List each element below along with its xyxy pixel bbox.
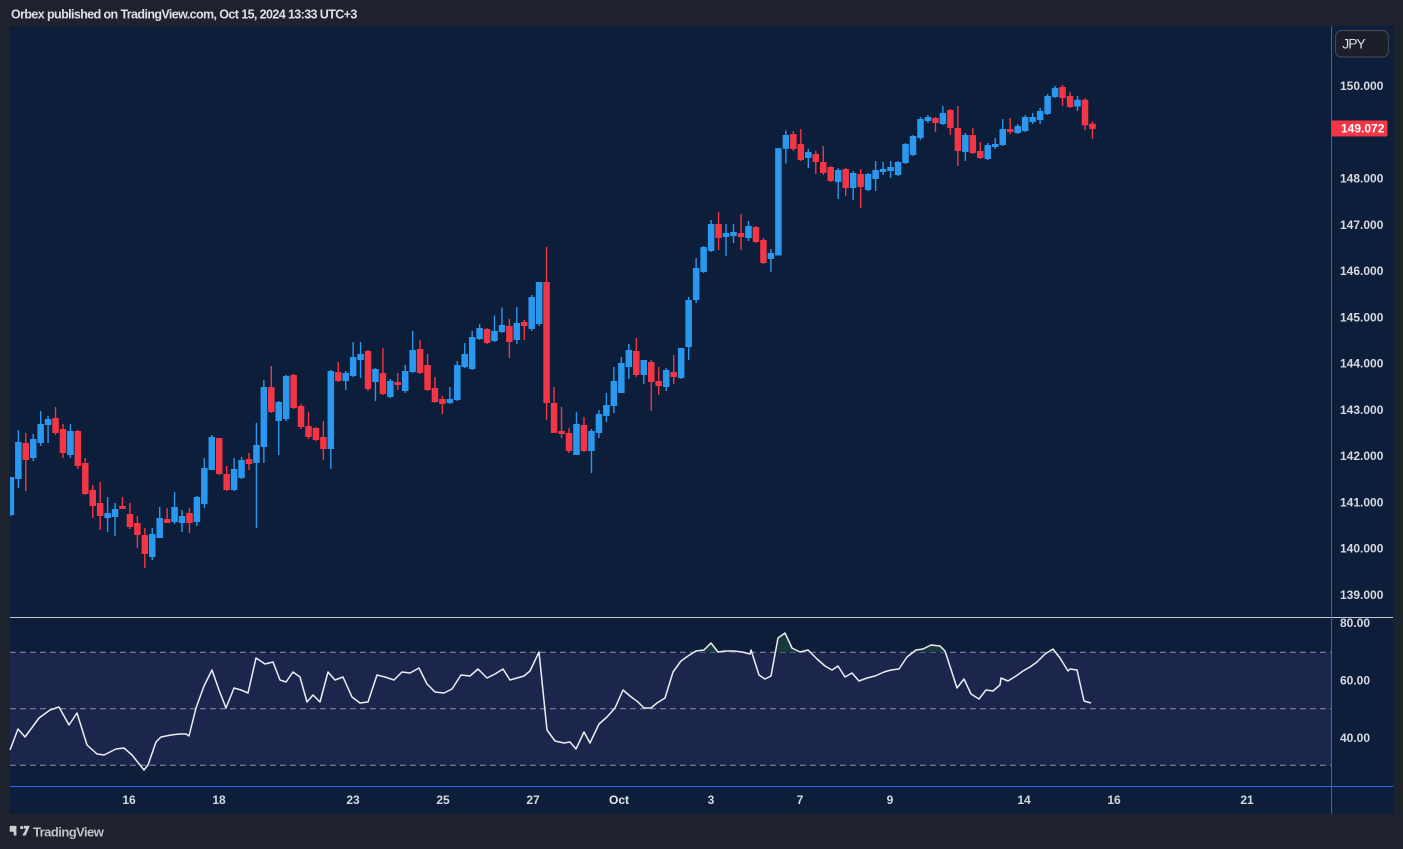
svg-text:80.00: 80.00 (1340, 616, 1370, 630)
svg-text:150.000: 150.000 (1340, 79, 1384, 93)
svg-text:23: 23 (346, 793, 360, 807)
svg-text:16: 16 (1107, 793, 1121, 807)
svg-text:142.000: 142.000 (1340, 449, 1384, 463)
svg-text:9: 9 (887, 793, 894, 807)
svg-text:40.00: 40.00 (1340, 731, 1370, 745)
svg-text:3: 3 (708, 793, 715, 807)
svg-text:Orbex published on TradingView: Orbex published on TradingView.com, Oct … (11, 8, 357, 22)
svg-text:148.000: 148.000 (1340, 172, 1384, 186)
svg-text:21: 21 (1240, 793, 1254, 807)
svg-text:145.000: 145.000 (1340, 310, 1384, 324)
svg-text:139.000: 139.000 (1340, 588, 1384, 602)
svg-text:149.072: 149.072 (1341, 122, 1385, 136)
svg-text:JPY: JPY (1342, 36, 1366, 52)
svg-text:147.000: 147.000 (1340, 218, 1384, 232)
svg-text:25: 25 (436, 793, 450, 807)
svg-text:16: 16 (122, 793, 136, 807)
svg-text:144.000: 144.000 (1340, 357, 1384, 371)
svg-text:TradingView: TradingView (33, 825, 105, 840)
svg-text:60.00: 60.00 (1340, 674, 1370, 688)
svg-text:14: 14 (1017, 793, 1031, 807)
svg-text:Oct: Oct (609, 793, 629, 807)
svg-text:141.000: 141.000 (1340, 495, 1384, 509)
svg-text:140.000: 140.000 (1340, 542, 1384, 556)
svg-text:27: 27 (526, 793, 540, 807)
svg-text:143.000: 143.000 (1340, 403, 1384, 417)
svg-text:18: 18 (212, 793, 226, 807)
svg-text:7: 7 (797, 793, 804, 807)
svg-text:146.000: 146.000 (1340, 264, 1384, 278)
